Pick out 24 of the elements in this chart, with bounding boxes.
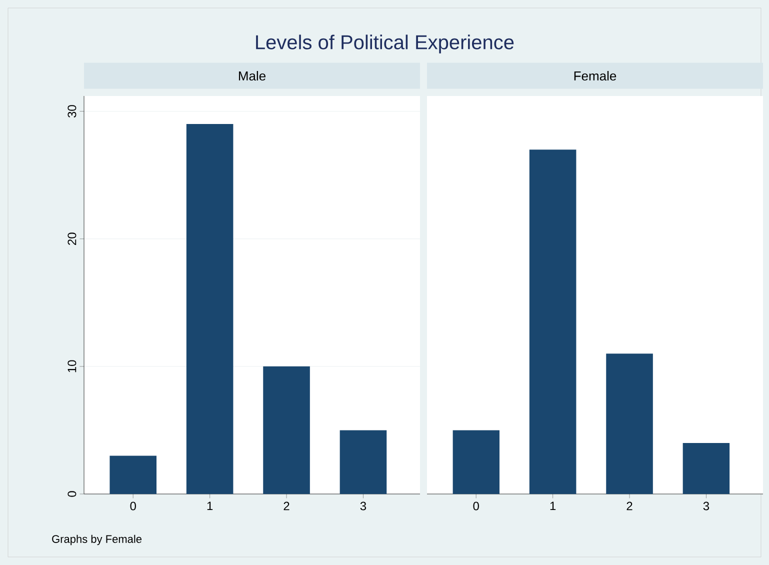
text: Graphs by Female xyxy=(52,534,142,546)
x-tick-label: 1 xyxy=(550,502,556,510)
x-tick-label: 3 xyxy=(703,502,710,510)
bar xyxy=(186,124,234,494)
chart-title: Levels of Political Experience xyxy=(256,34,514,54)
x-tick-label: 0 xyxy=(130,502,136,510)
bar xyxy=(606,354,653,494)
y-tick-label: 0 xyxy=(68,491,76,497)
x-tick-label: 2 xyxy=(626,502,632,510)
x-tick-label: 2 xyxy=(284,502,290,510)
bar xyxy=(340,430,387,494)
bar xyxy=(110,456,156,494)
y-tick-label: 10 xyxy=(68,360,76,372)
chart-subtitle: Female xyxy=(574,71,616,81)
bar xyxy=(529,150,576,494)
chart-subtitle: Male xyxy=(238,71,266,81)
x-tick-label: 3 xyxy=(360,502,366,510)
bar xyxy=(682,442,730,494)
y-tick-label: 20 xyxy=(68,232,76,245)
y-tick-label: 30 xyxy=(68,105,76,118)
x-tick-label: 0 xyxy=(473,502,479,510)
bar xyxy=(452,430,500,494)
x-tick-label: 1 xyxy=(207,502,213,510)
bar xyxy=(263,366,310,494)
